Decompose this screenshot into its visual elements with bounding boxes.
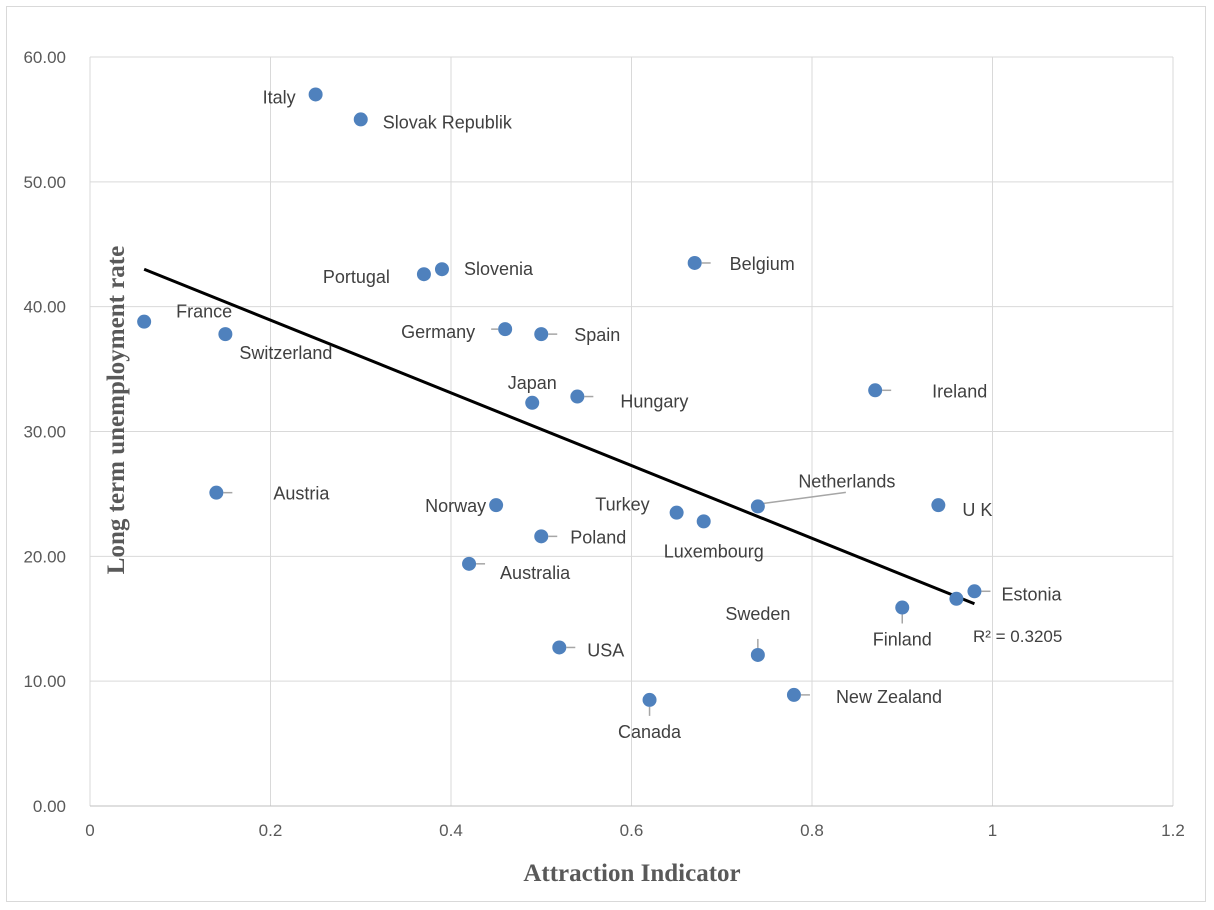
data-point xyxy=(786,687,801,702)
data-points xyxy=(137,87,982,707)
data-point xyxy=(669,505,684,520)
point-label: Germany xyxy=(401,322,475,342)
data-point xyxy=(750,647,765,662)
point-label: Switzerland xyxy=(239,343,332,363)
point-label: Finland xyxy=(873,630,932,650)
data-point xyxy=(308,87,323,102)
data-point xyxy=(498,322,513,337)
x-tick-label: 1.2 xyxy=(1161,821,1185,840)
point-label: Italy xyxy=(263,87,296,107)
data-point xyxy=(534,327,549,342)
point-label: Canada xyxy=(618,722,682,742)
y-tick-label: 10.00 xyxy=(23,672,66,691)
data-point xyxy=(750,499,765,514)
trendline xyxy=(143,267,976,606)
leader-line xyxy=(763,491,846,505)
point-label: Portugal xyxy=(323,267,390,287)
data-point xyxy=(570,389,585,404)
data-point xyxy=(489,498,504,513)
x-tick-label: 0.4 xyxy=(439,821,463,840)
point-label: Netherlands xyxy=(798,471,895,491)
y-tick-label: 40.00 xyxy=(23,298,66,317)
data-point xyxy=(462,556,477,571)
data-point xyxy=(931,498,946,513)
data-point xyxy=(534,529,549,544)
data-point xyxy=(868,383,883,398)
y-tick-label: 60.00 xyxy=(23,48,66,67)
point-label: Slovenia xyxy=(464,259,534,279)
y-tick-label: 20.00 xyxy=(23,547,66,566)
point-label: Japan xyxy=(508,373,557,393)
trendline-layer xyxy=(143,267,976,606)
point-label: Slovak Republik xyxy=(383,112,513,132)
leader-lines xyxy=(223,262,991,716)
point-label: Australia xyxy=(500,563,571,583)
x-tick-label: 0.2 xyxy=(259,821,283,840)
point-label: Luxembourg xyxy=(664,541,764,561)
point-label: Poland xyxy=(570,527,626,547)
data-point xyxy=(434,262,449,277)
x-tick-label: 1 xyxy=(988,821,997,840)
data-point xyxy=(696,514,711,529)
point-label: Belgium xyxy=(730,254,795,274)
data-point xyxy=(895,600,910,615)
point-label: Ireland xyxy=(932,381,987,401)
point-label: Austria xyxy=(273,484,330,504)
data-point xyxy=(525,395,540,410)
data-point xyxy=(642,692,657,707)
point-label: France xyxy=(176,302,232,322)
point-label: Norway xyxy=(425,496,486,516)
data-point xyxy=(353,112,368,127)
point-label: Hungary xyxy=(620,392,688,412)
point-label: New Zealand xyxy=(836,687,942,707)
point-label: U K xyxy=(962,500,992,520)
point-label: Spain xyxy=(574,325,620,345)
point-label: Sweden xyxy=(725,604,790,624)
point-label: USA xyxy=(587,640,624,660)
data-point xyxy=(552,640,567,655)
data-point xyxy=(967,584,982,599)
x-tick-label: 0.6 xyxy=(620,821,644,840)
data-point xyxy=(209,485,224,500)
r-squared-label: R² = 0.3205 xyxy=(973,627,1062,646)
axes: 0 0.2 0.4 0.6 0.8 1 1.2 0.00 10.00 20.00 30.00 40.0… xyxy=(23,48,1184,840)
grid xyxy=(90,56,1174,806)
y-tick-label: 30.00 xyxy=(23,423,66,442)
point-labels: Italy Slovak Republik Portugal Slovenia Belg… xyxy=(176,87,1062,741)
y-tick-label: 0.00 xyxy=(33,797,66,816)
data-point xyxy=(137,314,152,329)
data-point xyxy=(218,327,233,342)
data-point xyxy=(416,267,431,282)
data-point xyxy=(949,591,964,606)
x-axis-title: Attraction Indicator xyxy=(523,860,740,887)
y-axis-title: Long term unemployment rate xyxy=(103,246,130,574)
x-tick-label: 0 xyxy=(85,821,94,840)
x-tick-label: 0.8 xyxy=(800,821,824,840)
y-tick-label: 50.00 xyxy=(23,173,66,192)
data-point xyxy=(687,255,702,270)
point-label: Turkey xyxy=(595,495,649,515)
point-label: Estonia xyxy=(1001,584,1062,604)
